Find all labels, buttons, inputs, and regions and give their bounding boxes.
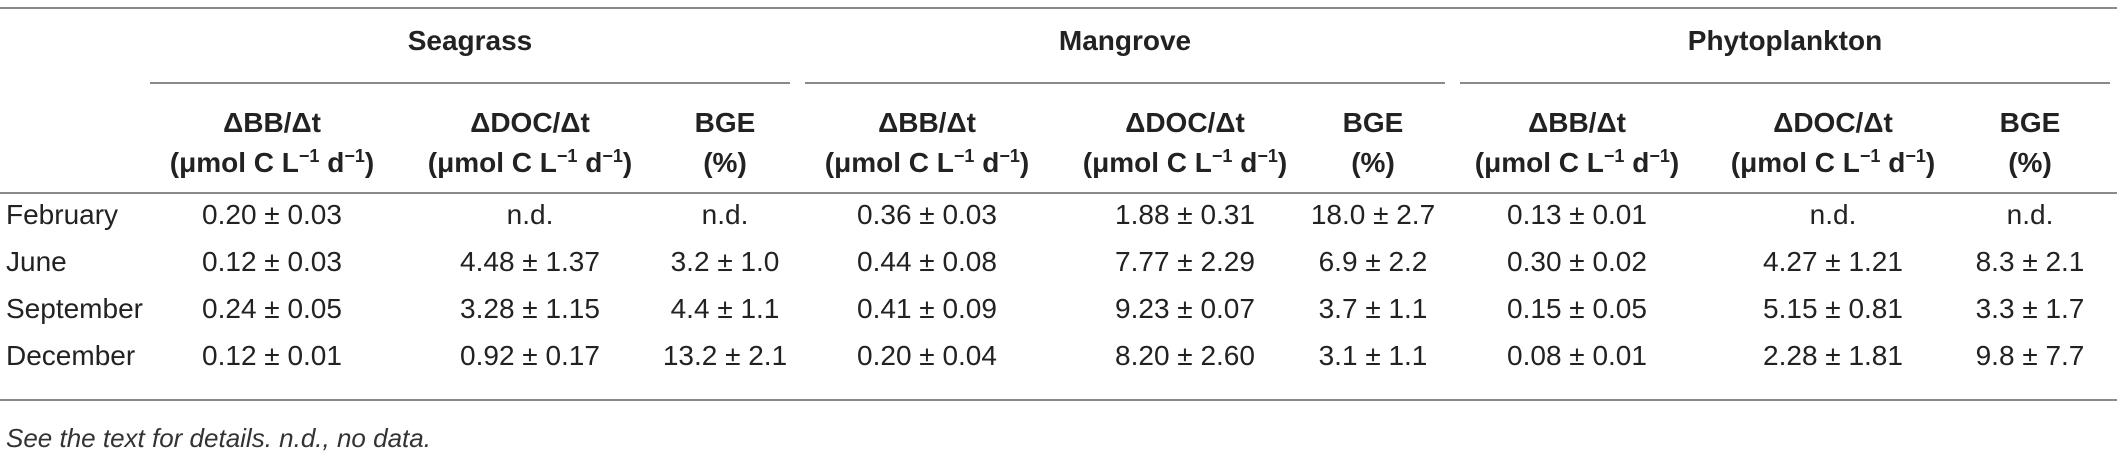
footnote: See the text for details. n.d., no data. — [6, 423, 431, 453]
table-cell: n.d. — [1809, 199, 1857, 230]
table-cell: n.d. — [506, 199, 554, 230]
table-cell: 5.15 ± 0.81 — [1763, 293, 1903, 324]
table-cell: 4.4 ± 1.1 — [670, 293, 780, 324]
column-header-unit: (μmol C L−1 d−1) — [1474, 146, 1680, 178]
row-label: June — [6, 246, 67, 277]
table-cell: 0.12 ± 0.01 — [202, 340, 342, 371]
table-cell: 8.20 ± 2.60 — [1115, 340, 1255, 371]
group-rule-3 — [1460, 82, 2110, 84]
column-header-name: ΔDOC/Δt — [1125, 107, 1245, 138]
header-rule — [0, 192, 2117, 194]
table-cell: 6.9 ± 2.2 — [1318, 246, 1428, 277]
table-cell: 0.41 ± 0.09 — [857, 293, 997, 324]
column-header-dbb-dt: ΔBB/Δt (μmol C L−1 d−1) — [797, 103, 1057, 183]
column-header-bge: BGE (%) — [1900, 103, 2117, 183]
table-cell: 1.88 ± 0.31 — [1115, 199, 1255, 230]
table-cell: 0.24 ± 0.05 — [202, 293, 342, 324]
table-cell: 0.08 ± 0.01 — [1507, 340, 1647, 371]
row-label: February — [6, 199, 119, 230]
column-header-name: ΔDOC/Δt — [1773, 107, 1893, 138]
column-header-name: ΔBB/Δt — [1528, 107, 1626, 138]
column-header-dbb-dt: ΔBB/Δt (μmol C L−1 d−1) — [1447, 103, 1707, 183]
table-cell: n.d. — [2006, 199, 2054, 230]
group-rule-1 — [150, 82, 790, 84]
row-label: September — [6, 293, 143, 324]
table-cell: 3.7 ± 1.1 — [1318, 293, 1428, 324]
group-header-mangrove: Mangrove — [1058, 25, 1192, 56]
group-header-seagrass: Seagrass — [407, 25, 533, 56]
group-header-phytoplankton: Phytoplankton — [1687, 25, 1883, 56]
table-cell: 0.44 ± 0.08 — [857, 246, 997, 277]
table-cell: 4.48 ± 1.37 — [460, 246, 600, 277]
table-cell: 3.28 ± 1.15 — [460, 293, 600, 324]
column-header-name: BGE — [694, 107, 756, 138]
bottom-rule — [0, 399, 2117, 401]
table-cell: 0.15 ± 0.05 — [1507, 293, 1647, 324]
column-header-ddoc-dt: ΔDOC/Δt (μmol C L−1 d−1) — [1703, 103, 1963, 183]
row-label: December — [6, 340, 136, 371]
column-header-name: BGE — [1999, 107, 2061, 138]
column-header-unit: (μmol C L−1 d−1) — [1082, 146, 1288, 178]
table-cell: 0.30 ± 0.02 — [1507, 246, 1647, 277]
group-rule-2 — [805, 82, 1445, 84]
table-cell: 7.77 ± 2.29 — [1115, 246, 1255, 277]
table-cell: 2.28 ± 1.81 — [1763, 340, 1903, 371]
column-header-name: ΔBB/Δt — [878, 107, 976, 138]
column-header-unit: (μmol C L−1 d−1) — [169, 146, 375, 178]
table-cell: 3.1 ± 1.1 — [1318, 340, 1428, 371]
table-cell: 9.23 ± 0.07 — [1115, 293, 1255, 324]
table-cell: n.d. — [701, 199, 749, 230]
column-header-ddoc-dt: ΔDOC/Δt (μmol C L−1 d−1) — [400, 103, 660, 183]
table-cell: 0.92 ± 0.17 — [460, 340, 600, 371]
column-header-dbb-dt: ΔBB/Δt (μmol C L−1 d−1) — [142, 103, 402, 183]
table-cell: 4.27 ± 1.21 — [1763, 246, 1903, 277]
column-header-unit: (%) — [703, 147, 747, 178]
table-cell: 0.13 ± 0.01 — [1507, 199, 1647, 230]
table-cell: 18.0 ± 2.7 — [1310, 199, 1436, 230]
column-header-name: BGE — [1342, 107, 1404, 138]
column-header-bge: BGE (%) — [595, 103, 855, 183]
column-header-unit: (%) — [1351, 147, 1395, 178]
table-cell: 3.2 ± 1.0 — [670, 246, 780, 277]
column-header-ddoc-dt: ΔDOC/Δt (μmol C L−1 d−1) — [1055, 103, 1315, 183]
column-header-name: ΔBB/Δt — [223, 107, 321, 138]
column-header-unit: (μmol C L−1 d−1) — [824, 146, 1030, 178]
column-header-unit: (%) — [2008, 147, 2052, 178]
table-cell: 8.3 ± 2.1 — [1975, 246, 2085, 277]
table-cell: 3.3 ± 1.7 — [1975, 293, 2085, 324]
column-header-bge: BGE (%) — [1243, 103, 1503, 183]
column-header-unit: (μmol C L−1 d−1) — [1730, 146, 1936, 178]
column-header-name: ΔDOC/Δt — [470, 107, 590, 138]
top-rule — [0, 7, 2117, 9]
table-cell: 9.8 ± 7.7 — [1975, 340, 2085, 371]
table-cell: 0.20 ± 0.03 — [202, 199, 342, 230]
column-header-unit: (μmol C L−1 d−1) — [427, 146, 633, 178]
table-cell: 13.2 ± 2.1 — [662, 340, 788, 371]
table-cell: 0.12 ± 0.03 — [202, 246, 342, 277]
table-cell: 0.20 ± 0.04 — [857, 340, 997, 371]
table-cell: 0.36 ± 0.03 — [857, 199, 997, 230]
